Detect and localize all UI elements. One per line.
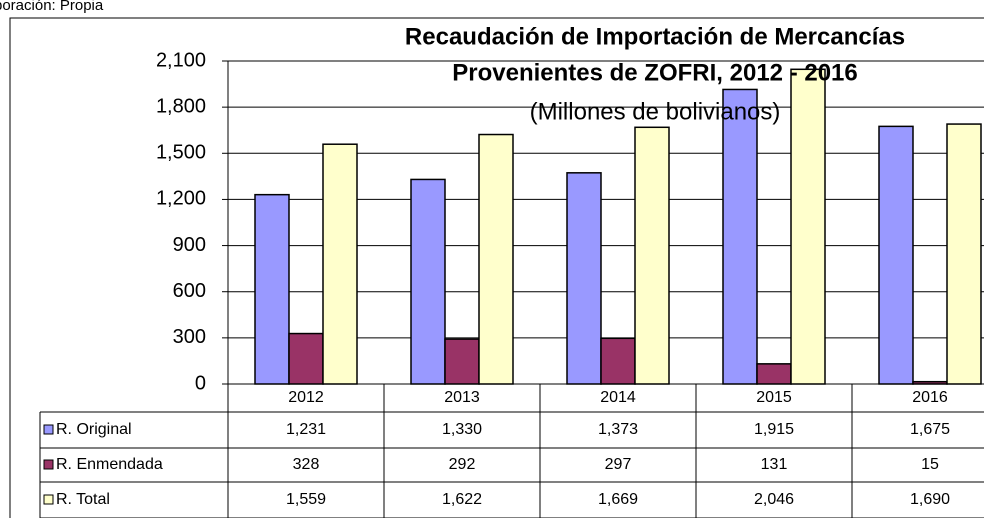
chart-title: Provenientes de ZOFRI, 2012 - 2016 [452, 59, 858, 86]
x-tick-label: 2015 [756, 389, 792, 406]
y-tick-label: 1,500 [156, 142, 206, 164]
bar [566, 172, 602, 385]
table-value: 1,669 [598, 491, 638, 508]
table-value: 131 [761, 456, 788, 473]
legend-swatch [43, 424, 54, 435]
bar [410, 178, 446, 385]
bar [322, 143, 358, 385]
x-tick-label: 2014 [600, 389, 636, 406]
table-value: 2,046 [754, 491, 794, 508]
bar [756, 363, 792, 385]
bar [444, 338, 480, 385]
chart-title: Recaudación de Importación de Mercancías [405, 23, 905, 50]
bar [600, 337, 636, 385]
y-tick-label: 1,200 [156, 188, 206, 210]
table-value: 1,330 [442, 421, 482, 438]
y-tick-label: 0 [195, 372, 206, 394]
legend-label: R. Enmendada [56, 456, 163, 473]
bar [634, 126, 670, 385]
table-value: 1,373 [598, 421, 638, 438]
table-value: 1,690 [910, 491, 950, 508]
legend-swatch [43, 459, 54, 470]
x-tick-label: 2012 [288, 389, 324, 406]
table-value: 1,622 [442, 491, 482, 508]
bar [790, 68, 826, 385]
bar [478, 133, 514, 385]
bar [946, 123, 982, 385]
bar [722, 88, 758, 385]
y-tick-label: 2,100 [156, 49, 206, 71]
x-tick-label: 2016 [912, 389, 948, 406]
table-value: 1,231 [286, 421, 326, 438]
table-value: 1,915 [754, 421, 794, 438]
source-note: boración: Propia [0, 0, 104, 14]
table-value: 328 [293, 456, 320, 473]
bar [254, 193, 290, 385]
bar [288, 332, 324, 385]
y-tick-label: 300 [173, 326, 206, 348]
table-value: 1,675 [910, 421, 950, 438]
table-value: 1,559 [286, 491, 326, 508]
x-tick-label: 2013 [444, 389, 480, 406]
chart-subtitle: (Millones de bolivianos) [530, 98, 781, 125]
table-value: 15 [921, 456, 939, 473]
legend-label: R. Original [56, 421, 132, 438]
table-value: 292 [449, 456, 476, 473]
bar [878, 125, 914, 385]
table-value: 297 [605, 456, 632, 473]
legend-label: R. Total [56, 491, 110, 508]
legend-swatch [43, 494, 54, 505]
y-tick-label: 900 [173, 234, 206, 256]
y-tick-label: 600 [173, 280, 206, 302]
y-tick-label: 1,800 [156, 95, 206, 117]
